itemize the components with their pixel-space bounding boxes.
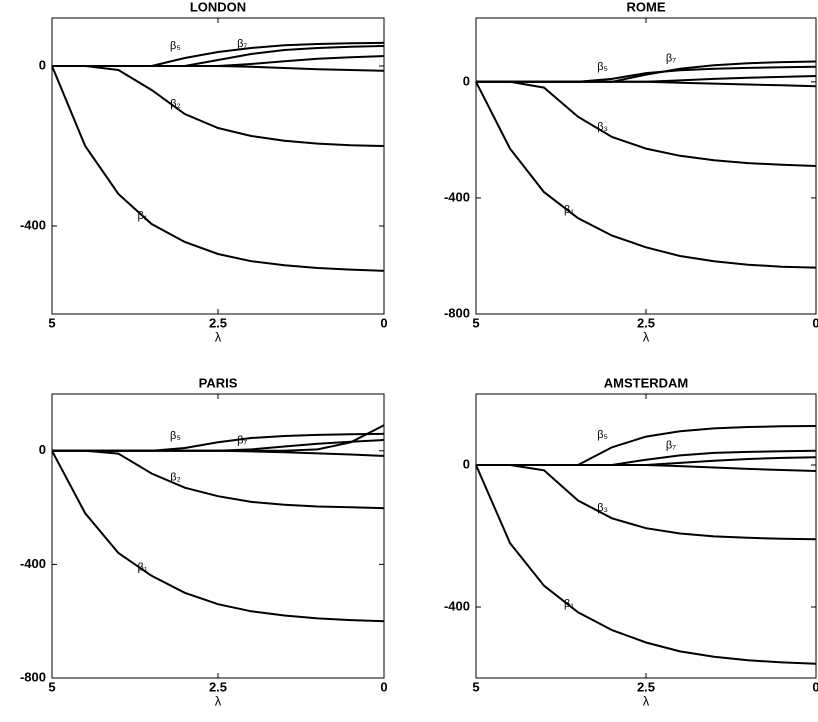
- series-label: β₁: [564, 598, 574, 610]
- x-axis-label: λ: [643, 329, 650, 344]
- line-series: [476, 464, 817, 472]
- plot-area: [475, 393, 817, 679]
- series-label: β₂: [170, 472, 181, 484]
- series-label: β₇: [237, 38, 247, 50]
- x-axis-label: λ: [643, 693, 650, 708]
- y-tick-label: 0: [463, 456, 470, 471]
- y-tick-label: -400: [444, 189, 470, 204]
- x-tick-label: 0: [812, 315, 818, 330]
- x-axis-label: λ: [215, 329, 222, 344]
- line-series: [475, 81, 817, 269]
- x-tick-label: 5: [48, 679, 55, 694]
- y-tick-label: -400: [20, 556, 46, 571]
- chart-title: ROME: [627, 0, 666, 14]
- x-tick-label: 5: [48, 315, 55, 330]
- y-tick-label: 0: [463, 73, 470, 88]
- series-label: β₅: [597, 61, 608, 73]
- x-tick-label: 0: [812, 679, 818, 694]
- series-label: β₁: [138, 210, 148, 222]
- x-tick-label: 2.5: [637, 315, 655, 330]
- line-series: [476, 80, 817, 167]
- chart-title: PARIS: [199, 375, 238, 390]
- chart-title: LONDON: [190, 0, 246, 14]
- series-label: β₅: [170, 430, 181, 442]
- x-tick-label: 5: [472, 679, 479, 694]
- line-series: [475, 464, 817, 665]
- series-label: β₁: [138, 562, 148, 574]
- x-axis-label: λ: [215, 693, 222, 708]
- x-tick-label: 0: [380, 315, 387, 330]
- series-label: β₂: [170, 98, 181, 110]
- y-tick-label: -400: [20, 217, 46, 232]
- x-tick-label: 2.5: [637, 679, 655, 694]
- chart-title: AMSTERDAM: [604, 375, 689, 390]
- line-series: [476, 80, 817, 88]
- series-label: β₅: [170, 40, 181, 52]
- line-series: [52, 449, 385, 457]
- line-series: [51, 450, 385, 623]
- x-tick-label: 5: [472, 315, 479, 330]
- y-tick-label: -400: [444, 598, 470, 613]
- x-tick-label: 0: [380, 679, 387, 694]
- line-series: [51, 65, 385, 272]
- plot-area: [51, 393, 385, 679]
- x-tick-label: 2.5: [209, 679, 227, 694]
- series-label: β₃: [597, 121, 608, 133]
- series-label: β₅: [597, 429, 608, 441]
- x-tick-label: 2.5: [209, 315, 227, 330]
- y-tick-label: 0: [39, 442, 46, 457]
- series-label: β₇: [666, 439, 676, 451]
- series-label: β₃: [597, 502, 608, 514]
- y-tick-label: -800: [20, 669, 46, 684]
- y-tick-label: 0: [39, 57, 46, 72]
- line-series: [52, 449, 385, 510]
- series-label: β₇: [237, 435, 247, 447]
- y-tick-label: -800: [444, 305, 470, 320]
- line-series: [52, 65, 385, 72]
- series-label: β₇: [666, 53, 676, 65]
- plot-area: [51, 17, 385, 315]
- line-series: [52, 65, 385, 147]
- line-series: [476, 464, 817, 541]
- series-label: β₁: [564, 204, 574, 216]
